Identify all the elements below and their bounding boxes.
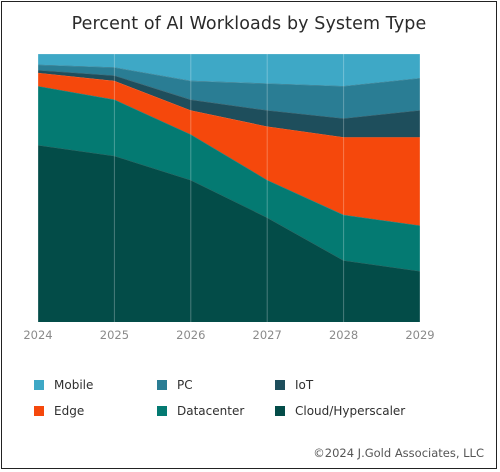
area-boundary-cloud — [37, 144, 421, 272]
area-pc — [38, 64, 420, 119]
x-tick-label: 2027 — [253, 328, 282, 342]
gridlines — [37, 54, 421, 322]
area-mobile — [38, 54, 420, 87]
area-cloud — [38, 145, 420, 322]
area-datacenter — [38, 86, 420, 272]
area-edge — [38, 72, 420, 226]
area-boundary-iot — [37, 69, 421, 119]
x-tick-label: 2025 — [100, 328, 129, 342]
x-tick-label: 2028 — [329, 328, 358, 342]
x-axis-ticks: 2024 2025 2026 2027 2028 2029 — [23, 328, 434, 342]
x-tick-label: 2029 — [405, 328, 434, 342]
x-tick-label: 2026 — [176, 328, 205, 342]
x-tick-label: 2024 — [23, 328, 52, 342]
chart-title: Percent of AI Workloads by System Type — [71, 14, 427, 34]
area-iot — [38, 70, 420, 138]
copyright-text: ©2024 J.Gold Associates, LLC — [313, 446, 484, 460]
area-series-group — [37, 53, 421, 322]
